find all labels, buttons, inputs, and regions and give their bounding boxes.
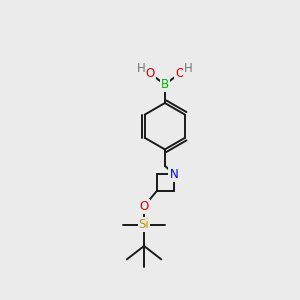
Text: B: B (161, 78, 169, 91)
Text: H: H (184, 62, 193, 75)
Text: H: H (137, 62, 146, 75)
Text: O: O (175, 67, 184, 80)
Text: O: O (146, 67, 154, 80)
Text: Si: Si (139, 218, 149, 231)
Text: O: O (140, 200, 149, 213)
Text: N: N (169, 168, 178, 181)
